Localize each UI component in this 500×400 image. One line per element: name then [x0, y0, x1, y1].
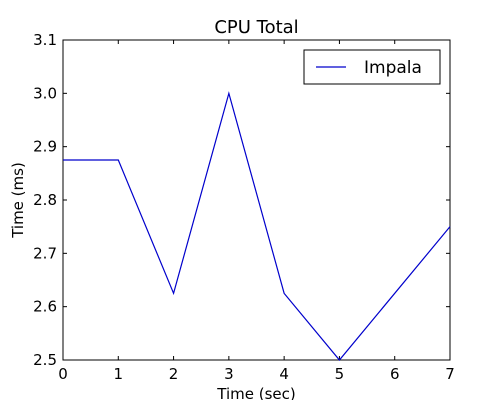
y-tick-label: 2.6 [33, 298, 57, 316]
y-tick-label: 3.0 [33, 84, 57, 102]
x-axis-label: Time (sec) [216, 385, 295, 400]
axis-ticks [62, 39, 451, 361]
x-tick-labels: 0 1 2 3 4 5 6 7 [58, 365, 455, 383]
plot-area [62, 39, 451, 361]
x-tick-label: 5 [335, 365, 345, 383]
y-tick-label: 2.9 [33, 138, 57, 156]
legend-label-impala: Impala [364, 58, 422, 78]
legend: Impala [303, 49, 441, 85]
x-tick-label: 1 [114, 365, 124, 383]
chart-title: CPU Total [214, 17, 298, 38]
y-tick-labels: 2.5 2.6 2.7 2.8 2.9 3.0 3.1 [33, 31, 57, 369]
x-tick-label: 7 [445, 365, 455, 383]
plot-frame [62, 39, 451, 361]
series-line-impala [63, 91, 451, 361]
x-tick-label: 3 [224, 365, 234, 383]
series-layer [63, 91, 451, 361]
x-tick-label: 4 [279, 365, 289, 383]
y-tick-label: 2.7 [33, 244, 57, 262]
x-tick-label: 0 [58, 365, 68, 383]
x-tick-label: 6 [390, 365, 400, 383]
x-tick-label: 2 [169, 365, 179, 383]
y-tick-label: 3.1 [33, 31, 57, 49]
y-tick-label: 2.5 [33, 351, 57, 369]
y-tick-label: 2.8 [33, 191, 57, 209]
y-axis-label: Time (ms) [9, 162, 27, 239]
